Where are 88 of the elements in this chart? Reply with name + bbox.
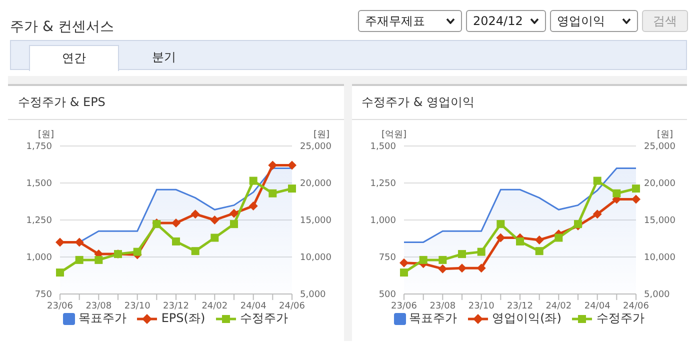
- point: [248, 201, 258, 210]
- text: 검색: [642, 10, 688, 32]
- point: [191, 247, 200, 256]
- y-tick-label: 750: [34, 290, 52, 300]
- point: [592, 210, 602, 219]
- point: [268, 189, 277, 198]
- point: [210, 234, 219, 242]
- chart-title: 수정주가 & EPS: [8, 86, 344, 120]
- y2-tick-label: 25,000: [644, 142, 676, 152]
- legend-label: EPS(좌): [160, 310, 206, 327]
- legend-label: 수정주가: [239, 310, 288, 327]
- x-tick-label: 24/06: [622, 301, 649, 312]
- y2-tick-label: 20,000: [644, 179, 676, 190]
- x-tick-label: 23/08: [86, 301, 112, 312]
- legend-label: 목표주가: [77, 310, 126, 327]
- legend-label: 영업이익(좌): [491, 310, 562, 327]
- y2-tick-label: 5,000: [300, 290, 326, 300]
- point: [56, 268, 64, 277]
- x-tick-label: 24/02: [545, 301, 572, 312]
- point: [230, 208, 238, 218]
- x-tick-label: 23/10: [468, 301, 494, 312]
- point: [288, 184, 296, 193]
- x-tick-label: 24/06: [279, 301, 306, 312]
- point: [94, 256, 103, 264]
- point: [56, 238, 64, 247]
- x-tick-label: 23/08: [429, 301, 456, 312]
- y2-axis-title: [원]: [313, 129, 330, 141]
- point: [612, 189, 620, 198]
- point: [496, 233, 505, 242]
- point: [458, 250, 466, 258]
- y-tick-label: 1,000: [370, 216, 396, 226]
- y2-tick-label: 10,000: [644, 253, 676, 264]
- y-axis-title: [원]: [38, 129, 54, 141]
- x-tick-label: 24/04: [240, 301, 267, 312]
- point: [172, 237, 180, 246]
- point: [400, 268, 408, 277]
- point: [438, 264, 447, 274]
- point: [534, 247, 543, 256]
- y-tick-label: 1,000: [26, 253, 52, 264]
- text: 주재무제표: [358, 10, 462, 32]
- point: [399, 258, 408, 268]
- text: 2024/12: [466, 10, 546, 32]
- y2-tick-label: 10,000: [300, 253, 332, 264]
- point: [592, 176, 601, 185]
- y2-tick-label: 15,000: [644, 216, 676, 226]
- point: [210, 216, 220, 224]
- legend-label: 목표주가: [408, 310, 458, 327]
- y2-tick-label: 15,000: [300, 216, 332, 226]
- legend-label: 수정주가: [595, 310, 644, 327]
- y-tick-label: 1,250: [370, 179, 396, 190]
- y-tick-label: 1,500: [370, 142, 396, 152]
- point: [418, 256, 427, 264]
- y-tick-label: 1,500: [26, 179, 52, 190]
- text: 주가 & 컨센서스: [10, 18, 114, 36]
- y-tick-label: 1,750: [26, 142, 52, 152]
- point: [632, 184, 640, 193]
- x-tick-label: 23/12: [506, 301, 532, 312]
- point: [476, 248, 485, 256]
- x-tick-label: 23/12: [163, 301, 189, 312]
- point: [133, 248, 142, 256]
- point: [496, 220, 504, 228]
- x-tick-label: 24/02: [202, 301, 228, 312]
- point: [172, 218, 180, 228]
- point: [249, 176, 258, 185]
- x-tick-label: 23/06: [47, 301, 74, 312]
- point: [516, 237, 524, 246]
- text: 영업이익: [550, 10, 638, 32]
- text: 분기: [151, 49, 177, 66]
- x-tick-label: 24/04: [584, 301, 610, 312]
- point: [75, 256, 84, 264]
- x-tick-label: 23/10: [124, 301, 151, 312]
- y2-tick-label: 5,000: [644, 290, 670, 300]
- point: [230, 220, 238, 228]
- point: [554, 234, 562, 242]
- point: [438, 256, 446, 264]
- x-tick-label: 23/06: [390, 301, 417, 312]
- point: [534, 235, 544, 244]
- y2-axis-title: [원]: [656, 129, 673, 141]
- text: 연간: [29, 45, 119, 71]
- chart-title: 수정주가 & 영업이익: [352, 86, 687, 120]
- y-tick-label: 500: [378, 290, 396, 300]
- y-axis-title: [억원]: [382, 129, 407, 141]
- y2-tick-label: 25,000: [300, 142, 332, 152]
- y-tick-label: 1,250: [26, 216, 52, 226]
- point: [190, 210, 200, 219]
- y-tick-label: 750: [378, 253, 396, 264]
- point: [288, 160, 296, 170]
- y2-tick-label: 20,000: [300, 179, 332, 190]
